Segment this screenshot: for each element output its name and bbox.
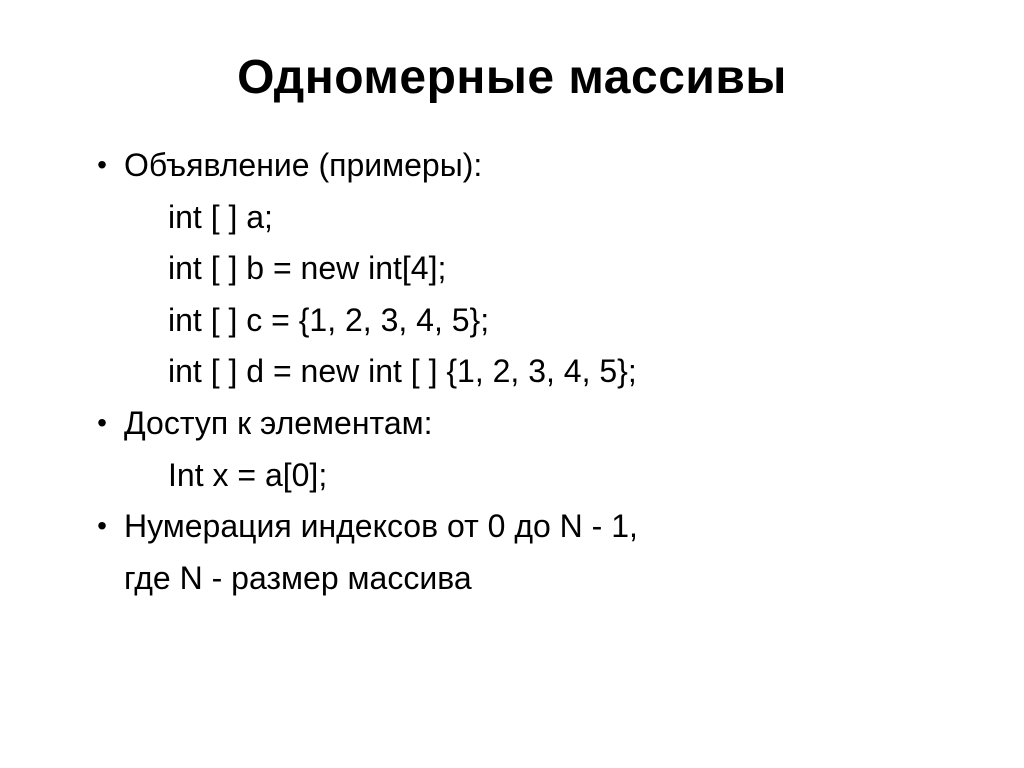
bullet-label: Доступ к элементам: — [124, 399, 964, 449]
slide-title: Одномерные массивы — [60, 50, 964, 105]
bullet-label: Нумерация индексов от 0 до N - 1, — [124, 502, 964, 552]
bullet-marker: • — [80, 399, 124, 444]
bullet-label: Объявление (примеры): — [124, 141, 964, 191]
code-line: int [ ] c = {1, 2, 3, 4, 5}; — [80, 296, 964, 346]
bullet-item: • Доступ к элементам: — [80, 399, 964, 449]
code-line: int [ ] a; — [80, 193, 964, 243]
code-line: Int x = a[0]; — [80, 451, 964, 501]
bullet-item: • Объявление (примеры): — [80, 141, 964, 191]
slide-container: Одномерные массивы • Объявление (примеры… — [0, 0, 1024, 768]
bullet-item: • Нумерация индексов от 0 до N - 1, — [80, 502, 964, 552]
slide-content: • Объявление (примеры): int [ ] a; int [… — [60, 141, 964, 603]
bullet-marker: • — [80, 141, 124, 186]
sub-line: где N - размер массива — [80, 554, 964, 604]
code-line: int [ ] b = new int[4]; — [80, 244, 964, 294]
bullet-marker: • — [80, 502, 124, 547]
code-line: int [ ] d = new int [ ] {1, 2, 3, 4, 5}; — [80, 347, 964, 397]
